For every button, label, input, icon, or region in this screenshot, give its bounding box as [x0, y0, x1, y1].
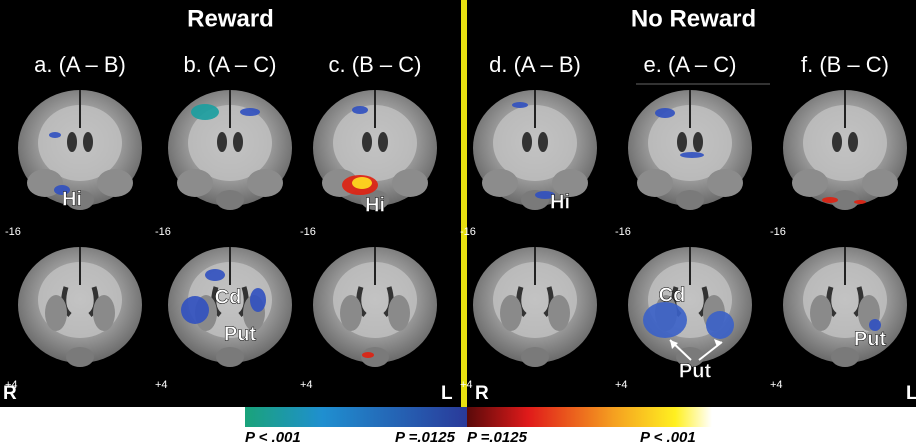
panel-label: f. (B – C) — [801, 52, 889, 77]
colorbar-label: P < .001 — [245, 429, 301, 446]
panel-label: c. (B – C) — [329, 52, 422, 77]
region-label: Cd — [215, 286, 242, 308]
activation — [49, 132, 61, 138]
activation — [240, 108, 260, 116]
region-label: Put — [224, 323, 257, 345]
side-label: L — [441, 383, 453, 404]
region-label: Cd — [659, 284, 686, 306]
region-label: Hi — [62, 188, 82, 210]
ventricle — [233, 132, 243, 152]
nucleus — [93, 295, 115, 331]
slice-number: +4 — [770, 379, 783, 391]
nucleus — [500, 295, 522, 331]
slice-number: -16 — [770, 226, 786, 238]
activation — [680, 152, 704, 158]
ventricle — [522, 132, 532, 152]
nucleus — [548, 295, 570, 331]
colorbar-label: P =.0125 — [395, 429, 456, 446]
activation — [822, 197, 838, 203]
slice-number: -16 — [615, 226, 631, 238]
activation — [250, 288, 266, 312]
slice-number: -16 — [5, 226, 21, 238]
nucleus — [340, 295, 362, 331]
ventricle — [677, 132, 687, 152]
group-title: Reward — [187, 5, 274, 32]
temporal — [707, 169, 743, 197]
temporal — [177, 169, 213, 197]
nucleus — [388, 295, 410, 331]
activation — [191, 104, 219, 120]
ventricle — [538, 132, 548, 152]
side-label: R — [475, 383, 489, 404]
temporal — [392, 169, 428, 197]
slice-number: +4 — [5, 379, 18, 391]
colorbar-cool — [245, 407, 467, 427]
divider — [461, 0, 467, 407]
temporal — [482, 169, 518, 197]
ventricle — [67, 132, 77, 152]
activation — [512, 102, 528, 108]
temporal — [247, 169, 283, 197]
brainstem — [521, 347, 549, 367]
figure: Reward R La. (A – B) -16 +4 Hi b. (A – C) -16 +4… — [0, 0, 916, 447]
region-label: Put — [679, 360, 712, 382]
ventricle — [83, 132, 93, 152]
activation — [181, 296, 209, 324]
slice-number: +4 — [300, 379, 313, 391]
ventricle — [832, 132, 842, 152]
slice-number: -16 — [460, 226, 476, 238]
region-label: Hi — [550, 191, 570, 213]
region-label: Hi — [365, 194, 385, 216]
temporal — [792, 169, 828, 197]
region-label: Put — [854, 328, 887, 350]
panel-label: e. (A – C) — [644, 52, 737, 77]
ventricle — [378, 132, 388, 152]
activation — [205, 269, 225, 281]
side-label: L — [906, 383, 916, 404]
panel-label: b. (A – C) — [184, 52, 277, 77]
nucleus — [45, 295, 67, 331]
activation — [362, 352, 374, 358]
background — [0, 0, 916, 407]
activation — [643, 302, 687, 338]
activation — [352, 106, 368, 114]
slice-number: +4 — [615, 379, 628, 391]
slice-number: -16 — [155, 226, 171, 238]
temporal — [637, 169, 673, 197]
activation — [854, 200, 866, 204]
temporal — [862, 169, 898, 197]
panel-label: a. (A – B) — [34, 52, 126, 77]
ventricle — [217, 132, 227, 152]
brainstem — [676, 190, 704, 210]
ventricle — [693, 132, 703, 152]
panel-label: d. (A – B) — [489, 52, 581, 77]
ventricle — [362, 132, 372, 152]
slice-number: -16 — [300, 226, 316, 238]
colorbar-label: P =.0125 — [467, 429, 528, 446]
activation — [655, 108, 675, 118]
brainstem — [216, 347, 244, 367]
slice-number: +4 — [155, 379, 168, 391]
ventricle — [848, 132, 858, 152]
temporal — [97, 169, 133, 197]
brainstem — [216, 190, 244, 210]
nucleus — [810, 295, 832, 331]
brainstem — [66, 347, 94, 367]
group-title: No Reward — [631, 5, 756, 32]
colorbar-hot — [467, 407, 712, 427]
colorbar-label: P < .001 — [640, 429, 696, 446]
activation — [352, 177, 372, 189]
activation — [706, 311, 734, 339]
slice-number: +4 — [460, 379, 473, 391]
